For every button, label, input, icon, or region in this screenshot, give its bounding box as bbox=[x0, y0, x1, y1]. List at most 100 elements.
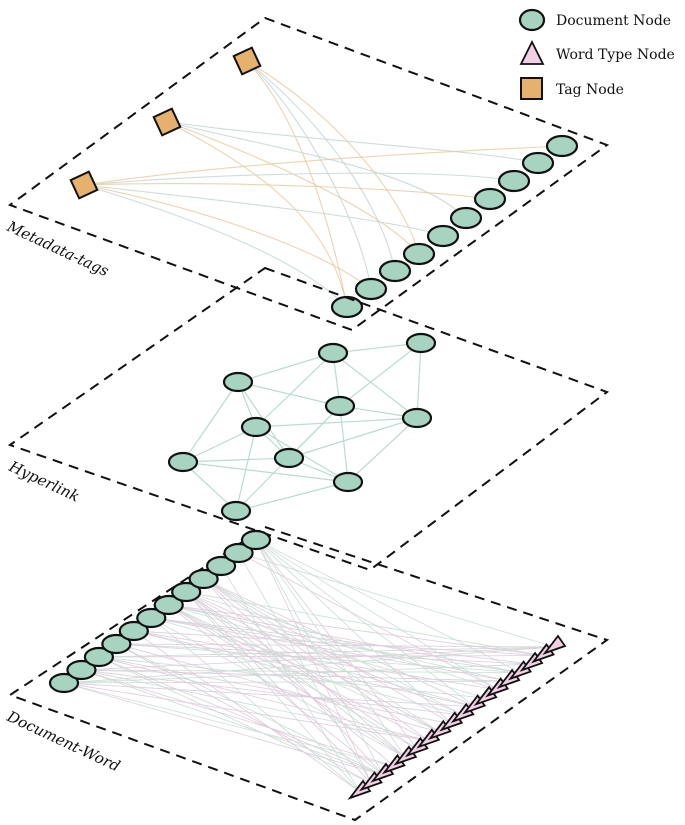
document-node bbox=[222, 371, 254, 393]
document-node bbox=[83, 646, 115, 668]
document-word-edge bbox=[220, 565, 361, 793]
document-word-edge bbox=[116, 643, 384, 776]
document-word-edge bbox=[255, 539, 372, 784]
document-word-edge bbox=[168, 604, 407, 759]
document-word-edge bbox=[168, 604, 430, 742]
document-word-edge bbox=[185, 591, 361, 793]
hyperlink-edge bbox=[182, 381, 239, 463]
hyperlink-edge bbox=[339, 342, 422, 407]
document-word-edge bbox=[63, 682, 395, 767]
document-word-edge bbox=[203, 578, 464, 716]
document-word-edge bbox=[168, 604, 544, 656]
legend-word-type-node-label: Word Type Node bbox=[556, 47, 675, 63]
legend-word-type-node-icon bbox=[519, 39, 545, 65]
hyperlink-edge bbox=[237, 352, 334, 383]
document-word-edge bbox=[255, 539, 418, 750]
tag-node bbox=[232, 46, 262, 76]
layer-document-word: Document-Word bbox=[3, 525, 610, 822]
hyperlink-edge bbox=[347, 417, 418, 483]
document-word-edge bbox=[255, 539, 384, 776]
document-node bbox=[378, 259, 412, 283]
hyperlink-label: Hyperlink bbox=[5, 457, 82, 506]
tag-edge bbox=[83, 184, 444, 237]
document-word-edge bbox=[133, 630, 498, 691]
document-word-label: Document-Word bbox=[3, 707, 122, 775]
tag-edge bbox=[83, 183, 490, 200]
document-word-edge bbox=[238, 552, 556, 648]
document-word-edges bbox=[63, 539, 556, 793]
document-word-edge bbox=[203, 578, 452, 725]
document-word-edge bbox=[63, 646, 556, 684]
document-word-edge bbox=[255, 539, 521, 673]
document-node bbox=[354, 277, 388, 301]
document-word-edge bbox=[116, 643, 521, 674]
document-word-edge bbox=[255, 539, 475, 708]
hyperlink-edge bbox=[255, 352, 334, 428]
document-word-edge bbox=[185, 591, 407, 759]
word-type-node bbox=[542, 634, 567, 655]
document-node bbox=[240, 416, 272, 438]
document-word-edge bbox=[255, 539, 498, 691]
hyperlink-edge bbox=[332, 352, 418, 419]
document-node bbox=[426, 224, 460, 248]
hyperlink-edge bbox=[339, 405, 349, 483]
hyperlink-edge bbox=[416, 342, 422, 419]
document-node bbox=[66, 659, 97, 681]
tag-nodes bbox=[69, 46, 262, 200]
document-word-edge bbox=[185, 591, 418, 750]
legend-document-node-icon bbox=[518, 8, 546, 32]
document-word-edge bbox=[255, 539, 407, 759]
hyperlink-edges bbox=[182, 342, 422, 512]
document-word-edge bbox=[203, 578, 430, 742]
document-word-edge bbox=[116, 643, 372, 784]
document-node bbox=[324, 395, 356, 417]
hyperlink-edge bbox=[182, 457, 290, 463]
document-word-edge bbox=[168, 604, 521, 674]
tag-edge bbox=[167, 121, 420, 255]
tag-edge bbox=[247, 61, 420, 255]
metadata-tags-label: Metadata-tags bbox=[3, 217, 112, 280]
tag-edge bbox=[167, 121, 348, 308]
document-word-edge bbox=[98, 656, 384, 776]
legend: Document Node Word Type Node Tag Node bbox=[518, 8, 675, 100]
document-word-edge bbox=[81, 669, 429, 742]
document-word-edge bbox=[63, 663, 533, 684]
document-node bbox=[332, 471, 364, 493]
document-word-edge bbox=[151, 617, 510, 682]
document-node bbox=[330, 295, 364, 319]
document-node bbox=[48, 672, 80, 694]
document-node bbox=[101, 633, 132, 655]
tag-node bbox=[69, 170, 99, 200]
document-node bbox=[317, 342, 349, 364]
tag-edge bbox=[167, 121, 539, 164]
tag-node bbox=[152, 107, 182, 137]
document-word-edge bbox=[185, 591, 372, 784]
document-node bbox=[401, 407, 433, 429]
document-node bbox=[473, 187, 507, 211]
document-node bbox=[545, 134, 579, 158]
document-word-edge bbox=[238, 552, 372, 784]
hyperlink-edge bbox=[182, 461, 349, 483]
document-node bbox=[449, 206, 483, 230]
document-word-edge bbox=[81, 669, 510, 682]
document-word-document-nodes bbox=[48, 529, 272, 694]
hyperlink-document-nodes bbox=[167, 332, 437, 522]
document-word-edge bbox=[203, 578, 475, 708]
document-node bbox=[521, 151, 555, 175]
document-node bbox=[220, 500, 252, 522]
document-word-edge bbox=[151, 617, 521, 674]
document-word-edge bbox=[203, 578, 441, 733]
tag-edge bbox=[247, 61, 396, 272]
document-node bbox=[167, 451, 199, 473]
document-word-edge bbox=[186, 591, 498, 691]
document-word-plane bbox=[7, 525, 610, 822]
document-word-edge bbox=[81, 669, 464, 716]
tag-edge bbox=[83, 184, 372, 290]
document-node bbox=[223, 542, 254, 564]
layer-hyperlink: Hyperlink bbox=[5, 266, 610, 572]
hyperlink-edge bbox=[255, 417, 418, 428]
document-word-edge bbox=[63, 682, 475, 708]
tag-edge bbox=[83, 184, 348, 308]
document-word-edge bbox=[98, 646, 556, 658]
